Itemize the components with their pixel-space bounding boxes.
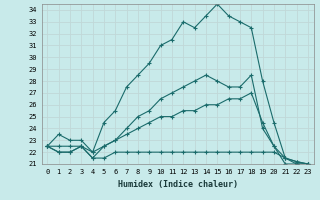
- X-axis label: Humidex (Indice chaleur): Humidex (Indice chaleur): [118, 180, 237, 189]
